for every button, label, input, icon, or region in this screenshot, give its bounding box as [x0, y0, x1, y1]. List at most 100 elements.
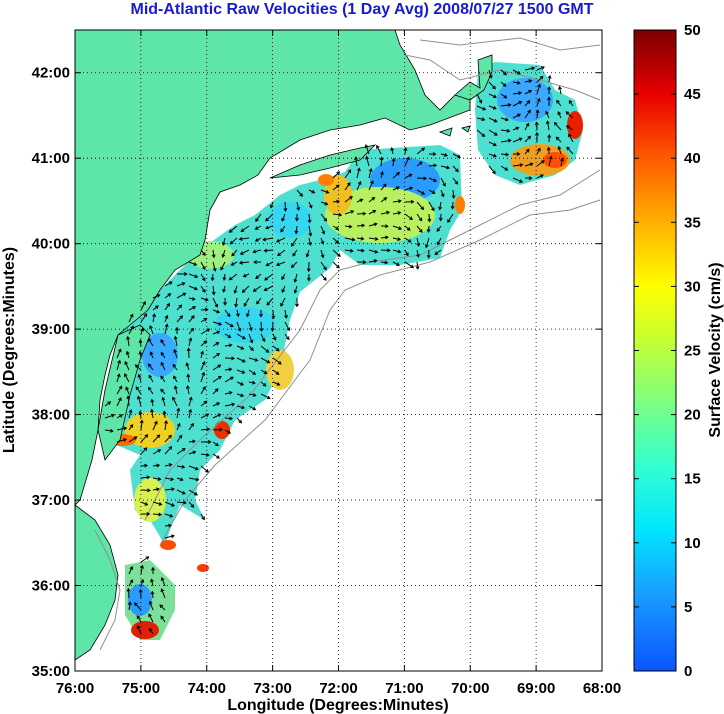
velocity-arrow: [368, 210, 376, 215]
velocity-arrow-head: [285, 336, 290, 341]
velocity-arrow-head: [164, 323, 169, 328]
velocity-arrow: [188, 285, 198, 290]
velocity-arrow-head: [374, 236, 379, 241]
velocity-arrow-head: [159, 604, 164, 609]
velocity-arrow-head: [207, 439, 212, 444]
velocity-arrow: [260, 333, 266, 342]
hot-zone: [567, 111, 583, 139]
velocity-arrow: [276, 237, 286, 243]
velocity-arrow: [556, 100, 562, 107]
velocity-arrow: [404, 174, 412, 179]
velocity-arrow: [355, 157, 358, 167]
velocity-arrow: [140, 464, 148, 467]
velocity-arrow-head: [505, 152, 510, 157]
velocity-arrow: [176, 282, 185, 287]
velocity-arrow: [164, 324, 168, 335]
colorbar-gradient: [633, 29, 677, 672]
velocity-arrow: [568, 100, 574, 107]
velocity-arrow-head: [117, 348, 122, 353]
velocity-arrow-head: [216, 455, 221, 459]
velocity-arrow-head: [190, 422, 194, 427]
velocity-arrow: [416, 161, 423, 167]
velocity-arrow-head: [228, 276, 233, 281]
velocity-arrow: [140, 447, 148, 455]
velocity-arrow-head: [117, 359, 122, 364]
velocity-arrow: [134, 602, 142, 611]
velocity-arrow-head: [446, 165, 451, 170]
velocity-arrow: [200, 261, 206, 270]
velocity-arrow: [546, 121, 550, 131]
velocity-arrow: [200, 340, 207, 347]
velocity-arrow: [320, 201, 328, 205]
velocity-arrow-head: [123, 438, 128, 442]
velocity-arrow-head: [364, 144, 369, 149]
velocity-arrow-head: [138, 350, 143, 355]
velocity-arrow-head: [526, 100, 531, 104]
velocity-arrow-head: [181, 490, 186, 495]
velocity-arrow-head: [276, 382, 281, 386]
velocity-arrow: [488, 81, 496, 90]
velocity-arrow: [188, 261, 197, 266]
velocity-arrow: [368, 223, 377, 227]
velocity-arrow-head: [450, 205, 455, 210]
velocity-arrow: [488, 141, 497, 146]
velocity-arrow: [212, 441, 219, 447]
velocity-arrow: [392, 261, 400, 266]
velocity-arrow: [236, 393, 244, 397]
velocity-arrow: [356, 249, 364, 252]
velocity-arrow: [380, 236, 388, 239]
velocity-arrow-head: [231, 356, 236, 361]
slow-zone: [268, 202, 312, 238]
velocity-arrow: [148, 387, 154, 395]
velocity-arrow: [404, 147, 407, 155]
velocity-arrow-head: [373, 222, 378, 227]
velocity-arrow: [488, 105, 497, 110]
velocity-arrow-head: [290, 264, 295, 269]
velocity-arrow: [160, 375, 166, 383]
velocity-arrow-head: [221, 241, 226, 246]
velocity-arrow: [512, 101, 522, 107]
velocity-arrow: [173, 349, 178, 359]
velocity-arrow-head: [192, 306, 197, 310]
velocity-arrow: [488, 153, 497, 157]
velocity-arrow: [152, 294, 160, 299]
velocity-arrow-head: [205, 452, 210, 457]
velocity-arrow-head: [259, 328, 264, 332]
velocity-arrow: [332, 184, 340, 191]
velocity-arrow-head: [157, 449, 162, 453]
velocity-arrow: [356, 198, 363, 203]
velocity-arrow-head: [323, 217, 328, 222]
velocity-arrow-head: [442, 182, 446, 187]
velocity-arrow-head: [149, 627, 153, 632]
velocity-arrow-head: [263, 370, 268, 375]
velocity-arrow-head: [200, 350, 205, 355]
velocity-arrow-head: [222, 277, 227, 281]
velocity-arrow: [164, 513, 173, 517]
velocity-arrow: [272, 381, 280, 386]
velocity-arrow-head: [254, 357, 259, 362]
velocity-arrow-head: [387, 248, 391, 253]
velocity-arrow-head: [239, 251, 244, 255]
velocity-arrow-head: [403, 147, 408, 151]
velocity-arrow-head: [383, 197, 388, 201]
velocity-arrow: [220, 261, 226, 271]
velocity-arrow: [320, 237, 324, 245]
velocity-arrow-head: [492, 153, 497, 158]
velocity-arrow-head: [201, 277, 206, 282]
colorbar-tick-label: 40: [684, 150, 701, 167]
velocity-arrow-head: [204, 307, 209, 312]
velocity-arrow: [188, 451, 196, 455]
velocity-arrow: [224, 429, 231, 434]
velocity-arrow: [188, 489, 198, 496]
velocity-arrow: [536, 98, 540, 107]
velocity-arrow: [200, 513, 205, 520]
velocity-arrow-head: [335, 226, 340, 230]
velocity-arrow: [200, 273, 206, 281]
velocity-arrow-head: [148, 600, 153, 605]
velocity-arrow-head: [128, 409, 133, 414]
velocity-arrow: [212, 402, 220, 407]
velocity-arrow-head: [518, 100, 523, 105]
velocity-arrow: [416, 177, 427, 180]
velocity-arrow-head: [362, 260, 367, 265]
velocity-arrow-head: [168, 523, 172, 528]
